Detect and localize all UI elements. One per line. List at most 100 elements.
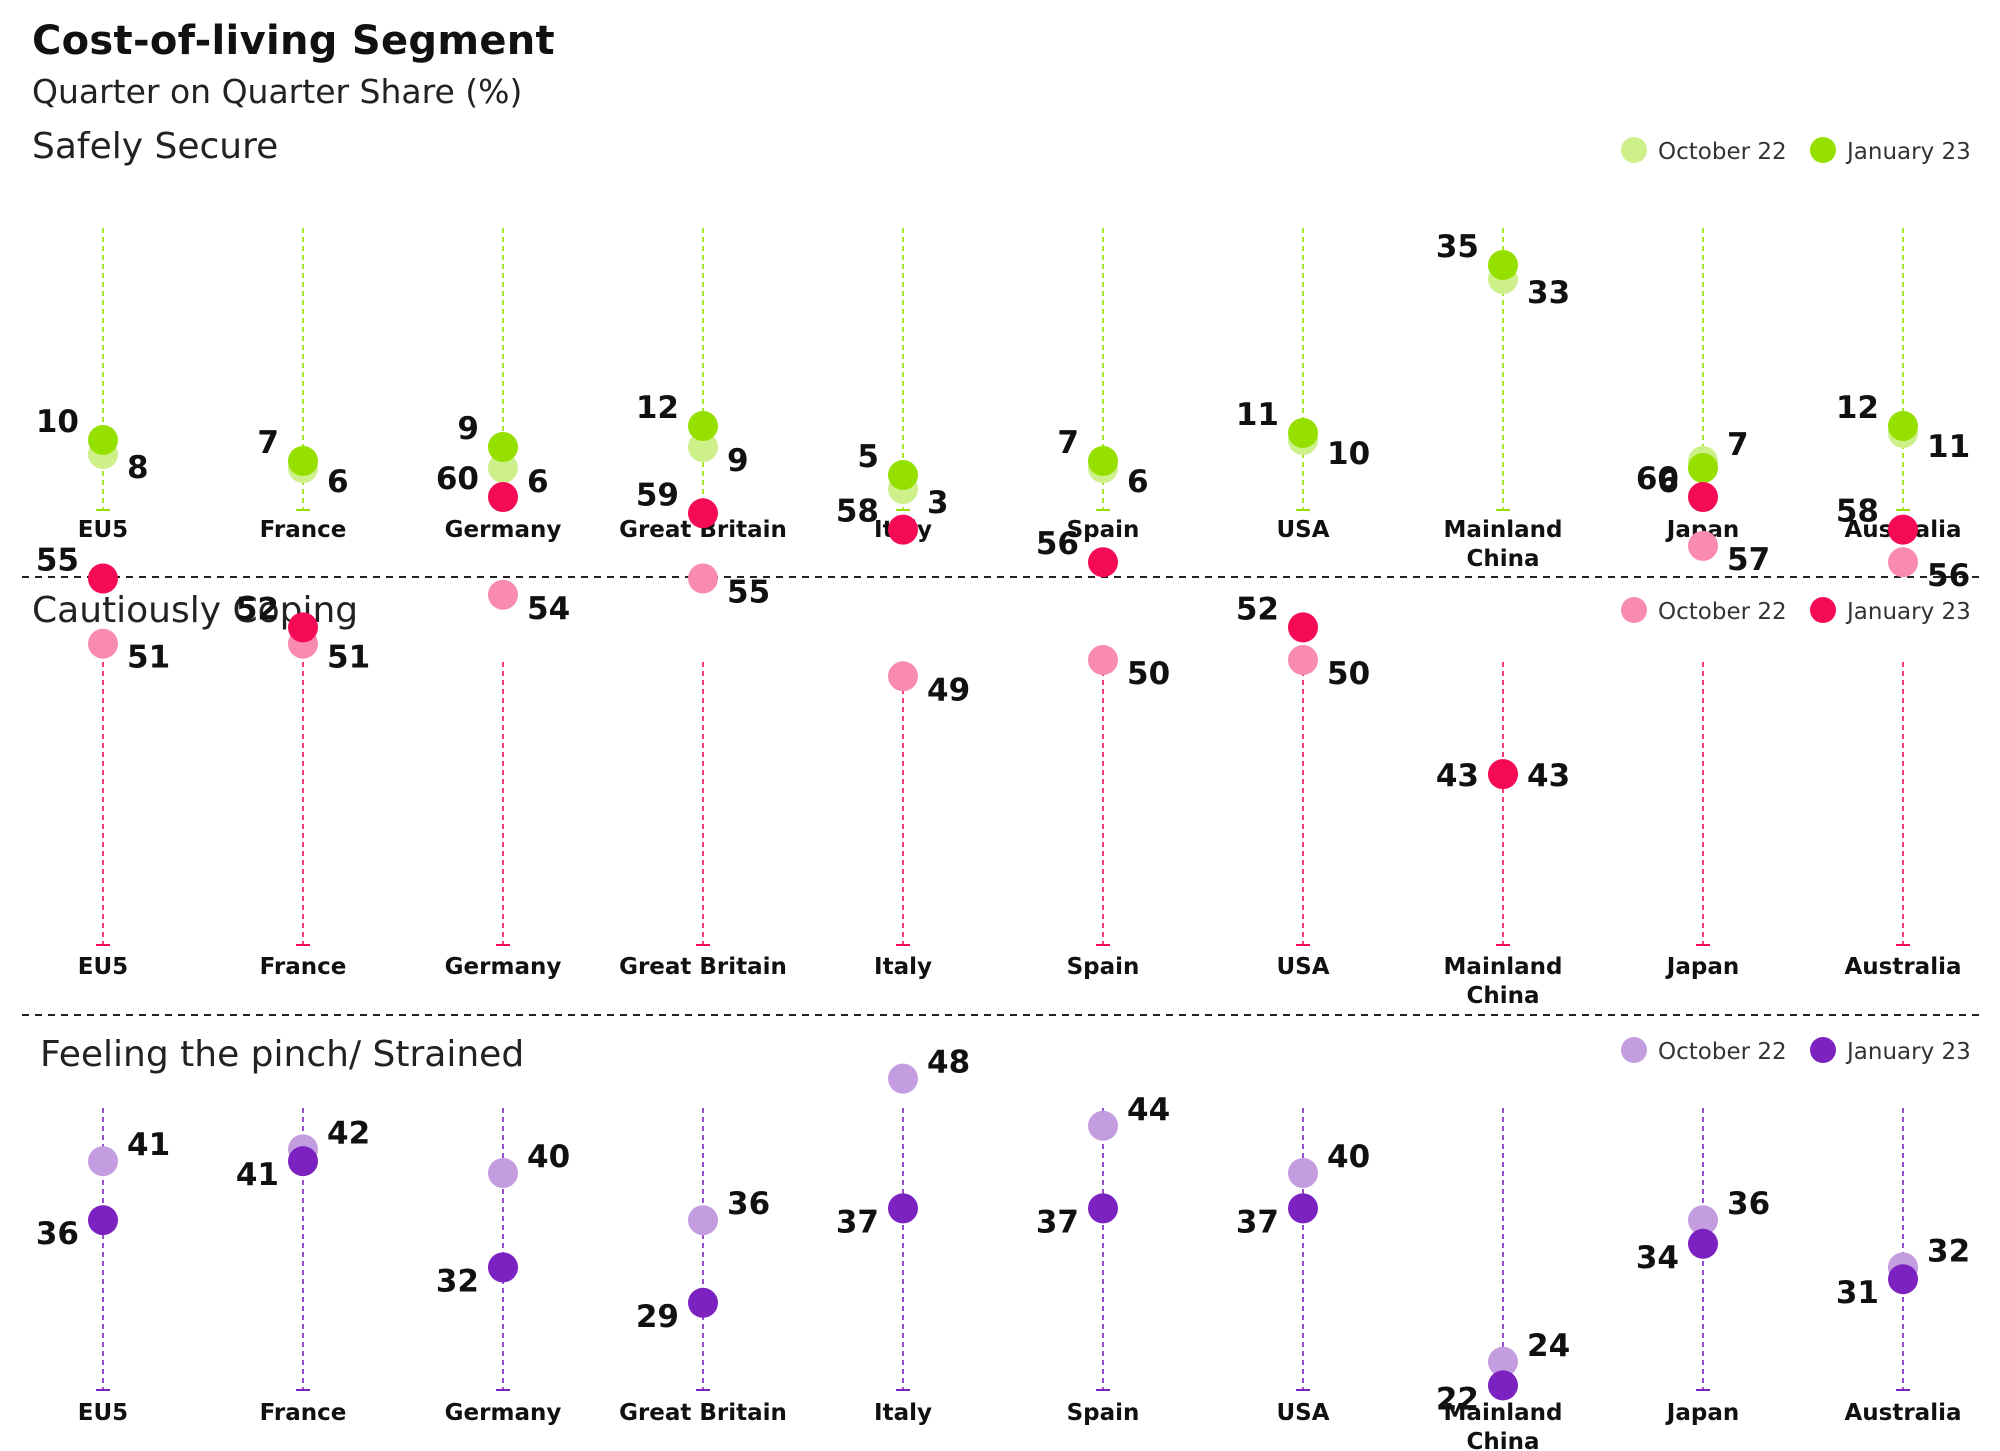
data-label-october: 51 [127,640,170,676]
data-label-january: 11 [1236,397,1279,433]
data-label-october: 9 [727,443,749,479]
column-usa: USA 37 40 [1236,1108,1370,1426]
category-label: Spain [1067,517,1140,543]
category-label: Japan [1665,1400,1739,1426]
data-label-october: 40 [1327,1139,1370,1175]
data-label-january: 52 [236,591,279,627]
legend: October 22 January 23 [1621,1037,1971,1065]
data-label-october: 6 [327,464,349,500]
column-eu5: EU5 10 8 [36,228,149,543]
column-australia: Australia 31 32 [1836,1108,1970,1426]
column-france: France 7 6 [257,228,349,543]
point-january [1288,612,1318,643]
category-label: France [260,1400,347,1426]
data-label-october: 50 [1127,656,1170,692]
data-label-october: 54 [527,591,570,627]
data-label-january: 37 [1036,1204,1079,1240]
point-january [1488,1370,1518,1401]
data-label-october: 36 [727,1186,770,1222]
legend-label-january: January 23 [1845,1039,1971,1065]
point-january [888,1193,918,1224]
category-label: Spain [1067,954,1140,980]
data-label-january: 12 [1836,390,1879,426]
column-great-britain: Great Britain 59 55 [619,477,787,980]
panel-title: Safely Secure [32,126,278,167]
category-label: France [260,517,347,543]
data-label-january: 29 [636,1299,679,1335]
data-label-january: 6 [1657,464,1679,500]
data-label-january: 9 [457,411,479,447]
data-label-october: 40 [527,1139,570,1175]
legend-swatch-january [1810,1037,1836,1063]
panel-cope: Cautiously Coping October 22 January 23EU5… [32,461,1971,1009]
data-label-january: 7 [1057,425,1079,461]
chart-subtitle: Quarter on Quarter Share (%) [32,72,523,111]
point-october [688,1205,718,1236]
data-label-october: 10 [1327,436,1370,472]
point-october [488,579,518,610]
category-label: EU5 [78,517,128,543]
column-mainland-china: Mainland China 35 33 [1436,228,1570,572]
point-january [1688,1228,1718,1259]
data-label-january: 31 [1836,1275,1879,1311]
data-label-october: 7 [1727,427,1749,463]
point-january [688,1287,718,1318]
point-january [288,1146,318,1177]
point-january [1088,446,1118,476]
category-label: Italy [874,954,932,980]
data-label-january: 55 [36,543,79,579]
category-label: Australia [1844,954,1961,980]
data-label-october: 6 [527,464,549,500]
point-january [88,563,118,594]
category-label: USA [1276,1400,1329,1426]
data-label-january: 58 [836,494,879,530]
category-label: Italy [874,1400,932,1426]
data-label-january: 43 [1436,758,1479,794]
category-label: USA [1276,954,1329,980]
point-october [488,453,518,483]
point-january [288,612,318,643]
column-usa: USA 52 50 [1236,591,1370,980]
column-italy: Italy 37 48 [836,1045,970,1426]
point-january [88,1205,118,1236]
point-october [1088,645,1118,675]
point-january [888,460,918,490]
legend-swatch-january [1810,137,1836,163]
point-october [888,1063,918,1094]
data-label-october: 6 [1127,464,1149,500]
point-october [1688,1205,1718,1236]
point-january [1888,1264,1918,1295]
data-label-october: 48 [927,1045,970,1081]
data-label-october: 51 [327,640,370,676]
category-label: USA [1276,517,1329,543]
point-october [88,628,118,659]
point-october [688,563,718,594]
data-label-january: 34 [1636,1240,1679,1276]
point-january [288,446,318,476]
data-label-october: 42 [327,1115,370,1151]
data-label-january: 32 [436,1263,479,1299]
point-january [88,425,118,455]
column-germany: Germany 60 54 [436,461,570,980]
point-october [488,1158,518,1188]
column-germany: Germany 9 6 [445,228,561,543]
column-eu5: EU5 36 41 [36,1108,170,1426]
category-label: Mainland [1444,517,1563,543]
legend-swatch-october [1621,597,1647,623]
data-label-october: 50 [1327,656,1370,692]
data-label-january: 5 [857,439,879,475]
column-eu5: EU5 55 51 [36,543,170,981]
point-january [888,514,918,545]
point-january [1288,418,1318,448]
category-label: EU5 [78,1400,128,1426]
data-label-january: 10 [36,404,79,440]
data-label-january: 36 [36,1216,79,1252]
point-january [688,498,718,529]
point-january [1688,453,1718,483]
column-spain: Spain 56 50 [1036,526,1170,980]
legend-label-october: October 22 [1658,139,1787,165]
column-germany: Germany 32 40 [436,1108,570,1426]
data-label-october: 32 [1927,1233,1970,1269]
point-january [1688,482,1718,512]
